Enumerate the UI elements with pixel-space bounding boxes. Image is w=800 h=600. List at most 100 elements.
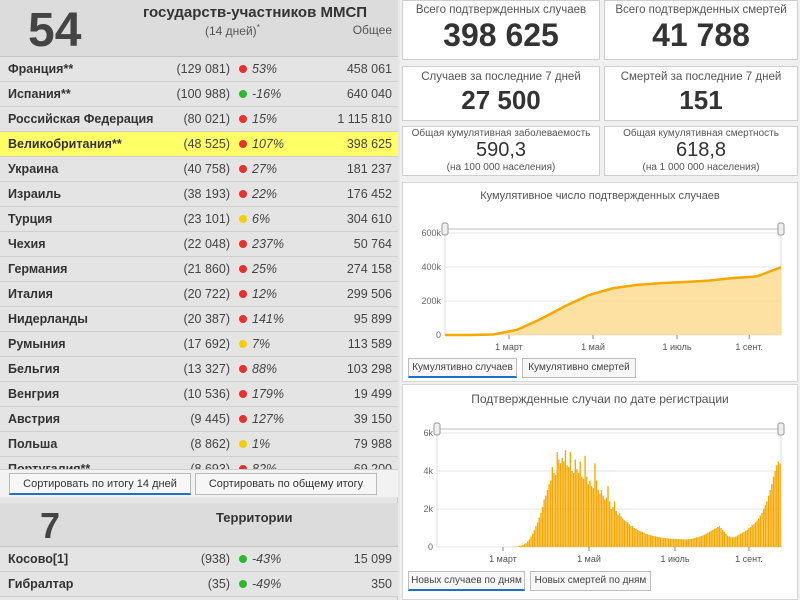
daily-bar — [640, 531, 642, 547]
total-cases-label: Всего подтвержденных случаев — [415, 4, 587, 16]
table-row[interactable]: Великобритания** (48 525) 107% 398 625 — [0, 132, 398, 157]
cases-14-days: (100 988) — [176, 87, 230, 101]
total-cases-card: Всего подтвержденных случаев 398 625 — [402, 0, 600, 60]
table-row[interactable]: Франция** (129 081) 53% 458 061 — [0, 57, 398, 82]
daily-bar — [684, 539, 686, 547]
table-row[interactable]: Косово[1] (938) -43% 15 099 — [0, 547, 398, 572]
daily-bar — [776, 465, 778, 547]
trend-dot-icon — [239, 365, 247, 373]
cases-14-days: (40 758) — [183, 162, 230, 176]
daily-bar — [566, 465, 568, 547]
table-row[interactable]: Нидерланды (20 387) 141% 95 899 — [0, 307, 398, 332]
table-row[interactable]: Турция (23 101) 6% 304 610 — [0, 207, 398, 232]
x-tick-label: 1 март — [489, 554, 517, 564]
daily-bar — [749, 527, 752, 547]
cases-total: 458 061 — [346, 62, 392, 76]
daily-bar — [718, 526, 721, 547]
y-tick-label: 600k — [421, 228, 441, 238]
daily-bar — [730, 537, 732, 547]
table-row[interactable]: Польша (8 862) 1% 79 988 — [0, 432, 398, 457]
trend-dot-icon — [239, 580, 247, 588]
table-row[interactable]: Российская Федерация (80 021) 15% 1 115 810 — [0, 107, 398, 132]
daily-bar — [689, 539, 691, 547]
trend-dot-icon — [239, 265, 247, 273]
country-name: Германия — [8, 262, 68, 276]
incidence-label: Общая кумулятивная заболеваемость — [411, 128, 591, 139]
sort-by-14-days-button[interactable]: Сортировать по итогу 14 дней — [9, 473, 191, 495]
mortality-label: Общая кумулятивная смертность — [623, 128, 779, 139]
sort-by-total-button[interactable]: Сортировать по общему итогу — [195, 473, 377, 495]
table-row[interactable]: Германия (21 860) 25% 274 158 — [0, 257, 398, 282]
daily-bar — [558, 459, 560, 547]
country-name: Украина — [8, 162, 59, 176]
daily-bar — [663, 537, 665, 547]
daily-bar — [715, 528, 717, 547]
daily-bar — [767, 495, 770, 547]
country-list[interactable]: Франция** (129 081) 53% 458 061 Испания** (10… — [0, 57, 398, 469]
table-row[interactable]: Бельгия (13 327) 88% 103 298 — [0, 357, 398, 382]
country-name: Венгрия — [8, 387, 60, 401]
cases-14-days: (10 536) — [183, 387, 230, 401]
daily-bar — [777, 461, 780, 547]
trend-dot-icon — [239, 415, 247, 423]
country-name: Гибралтар — [8, 577, 74, 591]
daily-bar — [658, 537, 660, 547]
cases-14-days: (13 327) — [183, 362, 230, 376]
daily-bar — [669, 538, 671, 547]
cases-14-days: (35) — [207, 577, 230, 591]
change-percent: 15% — [252, 112, 278, 126]
daily-bar — [630, 526, 632, 547]
daily-bar — [700, 535, 703, 547]
daily-bar — [523, 544, 526, 547]
change-percent: -43% — [252, 552, 282, 566]
daily-bar — [527, 541, 529, 547]
daily-bar — [638, 530, 640, 547]
territory-list[interactable]: Косово[1] (938) -43% 15 099 Гибралтар (35) -49… — [0, 547, 398, 597]
cases-total: 304 610 — [346, 212, 392, 226]
daily-bar — [528, 539, 531, 547]
daily-bar — [772, 476, 775, 547]
daily-bar — [635, 528, 637, 547]
table-row[interactable]: Румыния (17 692) 7% 113 589 — [0, 332, 398, 357]
table-row[interactable]: Украина (40 758) 27% 181 237 — [0, 157, 398, 182]
x-tick-label: 1 июль — [662, 342, 691, 352]
territories-header: 7 Территории — [0, 503, 398, 547]
daily-bar — [582, 478, 585, 547]
country-name: Франция** — [8, 62, 74, 76]
table-row[interactable]: Италия (20 722) 12% 299 506 — [0, 282, 398, 307]
cumulative-cases-chart[interactable]: 0 200k 400k 600k 1 март 1 май 1 июль 1 сент. — [403, 211, 799, 381]
tab-cumulative-deaths[interactable]: Кумулятивно смертей — [522, 358, 636, 378]
table-row[interactable]: Австрия (9 445) 127% 39 150 — [0, 407, 398, 432]
daily-bar — [564, 450, 567, 547]
table-row[interactable]: Испания** (100 988) -16% 640 040 — [0, 82, 398, 107]
tab-daily-deaths[interactable]: Новых смертей по дням — [530, 571, 651, 591]
daily-bar — [615, 510, 617, 547]
daily-bar — [685, 539, 688, 547]
table-row[interactable]: Венгрия (10 536) 179% 19 499 — [0, 382, 398, 407]
table-row[interactable]: Португалия** (8 693) 82% 69 200 — [0, 457, 398, 469]
deaths-7-days-label: Смертей за последние 7 дней — [620, 71, 782, 83]
daily-chart-title: Подтвержденные случаи по дате регистраци… — [471, 392, 729, 406]
daily-cases-chart[interactable]: 0 2k 4k 6k 1 март 1 май 1 июль 1 сент. — [403, 411, 799, 596]
trend-dot-icon — [239, 390, 247, 398]
cumulative-area — [445, 267, 781, 335]
range-handle — [777, 422, 785, 436]
daily-bar — [699, 536, 701, 547]
table-row[interactable]: Чехия (22 048) 237% 50 764 — [0, 232, 398, 257]
cases-7-days-label: Случаев за последние 7 дней — [421, 71, 581, 83]
country-name: Чехия — [8, 237, 46, 251]
tab-daily-cases[interactable]: Новых случаев по дням — [408, 571, 525, 591]
tab-cumulative-cases[interactable]: Кумулятивно случаев — [408, 358, 517, 378]
daily-bar — [592, 488, 594, 547]
daily-bar — [607, 486, 609, 547]
trend-dot-icon — [239, 340, 247, 348]
table-row[interactable]: Гибралтар (35) -49% 350 — [0, 572, 398, 597]
country-name: Испания** — [8, 87, 71, 101]
daily-bar — [590, 486, 593, 547]
y-tick-label: 0 — [428, 542, 433, 552]
daily-bar — [744, 530, 747, 547]
territories-count: 7 — [40, 505, 61, 546]
table-row[interactable]: Израиль (38 193) 22% 176 452 — [0, 182, 398, 207]
daily-bar — [704, 534, 706, 547]
daily-bar — [604, 499, 606, 547]
